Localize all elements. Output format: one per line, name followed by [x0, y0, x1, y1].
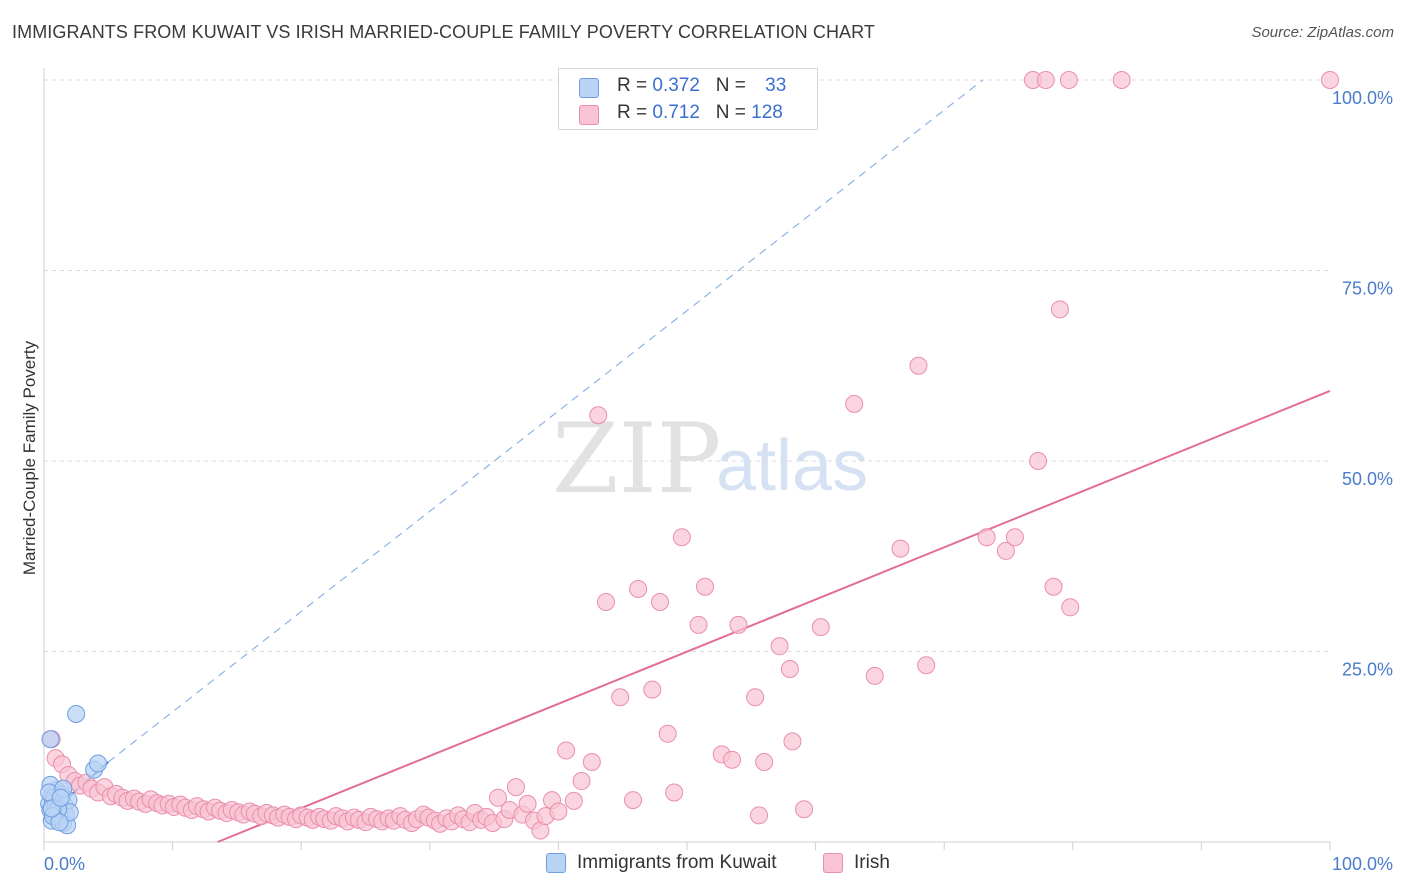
n-value: 33 [765, 75, 787, 96]
irish-point [865, 666, 884, 685]
n-value: 128 [751, 102, 783, 123]
irish-point [1029, 452, 1048, 470]
irish-point [746, 688, 765, 707]
irish-point [1044, 577, 1063, 596]
irish-point [665, 783, 684, 802]
irish-point [650, 592, 669, 611]
y-tick-labels: 25.0% 50.0% 75.0% 100.0% [1332, 88, 1393, 680]
irish-point [672, 528, 691, 547]
irish-point [589, 406, 608, 425]
series-legend: Immigrants from Kuwait Irish [0, 850, 1406, 880]
x-tick-labels: 0.0% 100.0% [44, 854, 1393, 874]
kuwait-point [50, 813, 69, 832]
watermark: ZIP atlas [552, 403, 868, 515]
irish-point [750, 806, 769, 825]
legend-label: Irish [854, 852, 890, 873]
irish-point [1050, 300, 1069, 319]
irish-swatch [823, 853, 843, 873]
y-tick-label: 100.0% [1332, 88, 1393, 108]
irish-point [643, 680, 662, 699]
irish-point [795, 800, 814, 819]
y-tick-label: 25.0% [1342, 660, 1393, 680]
irish-point [996, 541, 1015, 560]
kuwait-trend-extension [107, 79, 984, 763]
legend-row-text: R = 0.712 N = 128 [617, 102, 783, 124]
r-value: 0.372 [652, 75, 700, 96]
r-value: 0.712 [652, 102, 700, 123]
gridlines [44, 79, 1330, 652]
watermark-atlas: atlas [716, 426, 868, 506]
irish-point [689, 615, 708, 634]
n-label: N = [715, 102, 752, 123]
source-credit: Source: ZipAtlas.com [1251, 24, 1394, 41]
n-label: N = [715, 75, 752, 96]
irish-point [811, 618, 830, 637]
irish-point [845, 394, 864, 413]
irish-trend-line [217, 389, 1331, 843]
kuwait-point [51, 788, 70, 807]
kuwait-point [67, 704, 86, 723]
irish-point [518, 794, 537, 813]
irish-point [506, 778, 525, 797]
y-tick-label: 50.0% [1342, 469, 1393, 489]
y-axis-title: Married-Couple Family Poverty [20, 340, 39, 575]
irish-point [723, 750, 742, 769]
irish-point [572, 772, 591, 791]
irish-point [1112, 71, 1131, 89]
kuwait-point [41, 730, 60, 749]
irish-point [488, 788, 507, 807]
irish-point [658, 724, 677, 743]
irish-point [596, 592, 615, 611]
chart-title: IMMIGRANTS FROM KUWAIT VS IRISH MARRIED-… [12, 22, 876, 42]
irish-point [623, 791, 642, 810]
irish-point [729, 615, 748, 634]
irish-point [909, 356, 928, 375]
irish-point [629, 580, 648, 599]
irish-point [611, 688, 630, 707]
irish-point [917, 656, 936, 675]
irish-point [582, 752, 601, 771]
kuwait-swatch [546, 853, 566, 873]
irish-point [977, 528, 996, 547]
irish-point [1061, 598, 1080, 617]
series-irish [42, 71, 1339, 840]
y-axis-label: Married-Couple Family Poverty [20, 340, 39, 575]
r-label: R = [617, 102, 653, 123]
y-tick-label: 75.0% [1342, 279, 1393, 299]
irish-point [1059, 71, 1078, 89]
x-tick-label: 100.0% [1332, 854, 1393, 874]
series-kuwait [40, 704, 108, 835]
irish-point [557, 741, 576, 760]
axes [43, 68, 1331, 850]
r-label: R = [617, 75, 653, 96]
irish-point [780, 660, 799, 679]
irish-point [770, 637, 789, 656]
legend-label: Immigrants from Kuwait [577, 852, 777, 873]
kuwait-point [89, 754, 108, 773]
legend-row-text: R = 0.372 N = 33 [617, 75, 786, 97]
irish-point [783, 732, 802, 751]
kuwait-swatch [579, 78, 599, 98]
irish-point [564, 791, 583, 810]
irish-point [1036, 71, 1055, 89]
irish-point [549, 802, 568, 821]
irish-point [696, 577, 715, 596]
irish-point [1005, 528, 1024, 547]
x-tick-label: 0.0% [44, 854, 85, 874]
watermark-zip: ZIP [552, 403, 721, 515]
irish-point [1321, 71, 1339, 89]
irish-point [891, 539, 910, 558]
irish-swatch [579, 105, 599, 125]
irish-point [755, 752, 774, 771]
correlation-legend: R = 0.372 N = 33 R = 0.712 N = 128 [558, 68, 818, 130]
